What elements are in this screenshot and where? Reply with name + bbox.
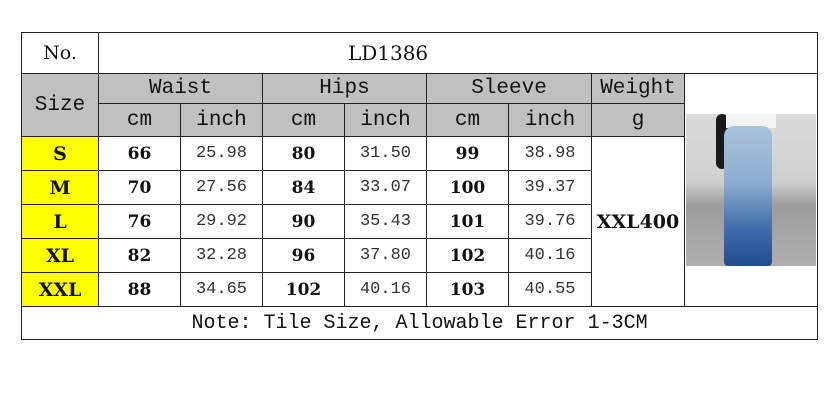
no-label: No.	[21, 32, 99, 74]
sleeve-cm: 102	[426, 238, 509, 273]
sleeve-inch: 39.37	[508, 170, 592, 205]
sleeve-inch: 40.16	[508, 238, 592, 273]
waist-inch-header: inch	[180, 103, 263, 137]
size-cell: M	[21, 170, 99, 205]
weight-g-header: g	[591, 103, 685, 137]
size-chart-table: No. LD1386 Size Waist Hips Sleeve Weight…	[20, 32, 819, 340]
hips-cm-header: cm	[262, 103, 345, 137]
table-row: XL 82 32.28 96 37.80 102 40.16	[21, 238, 818, 273]
hips-inch-header: inch	[344, 103, 427, 137]
hips-inch: 31.50	[344, 136, 427, 171]
waist-header: Waist	[98, 73, 263, 104]
waist-cm-header: cm	[98, 103, 181, 137]
waist-cm: 88	[98, 272, 181, 307]
sleeve-cm-header: cm	[426, 103, 509, 137]
hips-cm: 84	[262, 170, 345, 205]
waist-cm: 70	[98, 170, 181, 205]
hips-cm: 90	[262, 204, 345, 239]
sleeve-header: Sleeve	[426, 73, 592, 104]
sleeve-inch: 39.76	[508, 204, 592, 239]
sleeve-inch: 38.98	[508, 136, 592, 171]
waist-inch: 32.28	[180, 238, 263, 273]
product-photo	[686, 114, 817, 266]
hips-cm: 102	[262, 272, 345, 307]
sleeve-inch: 40.55	[508, 272, 592, 307]
waist-cm: 82	[98, 238, 181, 273]
hips-header: Hips	[262, 73, 427, 104]
hips-inch: 37.80	[344, 238, 427, 273]
waist-inch: 25.98	[180, 136, 263, 171]
sleeve-cm: 103	[426, 272, 509, 307]
sleeve-inch-header: inch	[508, 103, 592, 137]
size-cell: S	[21, 136, 99, 171]
sleeve-cm: 100	[426, 170, 509, 205]
waist-cm: 66	[98, 136, 181, 171]
hips-inch: 40.16	[344, 272, 427, 307]
size-header: Size	[21, 73, 99, 137]
hips-inch: 35.43	[344, 204, 427, 239]
waist-cm: 76	[98, 204, 181, 239]
sleeve-cm: 99	[426, 136, 509, 171]
weight-value: XXL400	[591, 136, 685, 307]
hips-cm: 96	[262, 238, 345, 273]
weight-header: Weight	[591, 73, 685, 104]
product-image-cell	[683, 73, 819, 307]
hips-cm: 80	[262, 136, 345, 171]
model-number: LD1386	[97, 32, 819, 74]
table-row: M 70 27.56 84 33.07 100 39.37	[21, 170, 818, 205]
sleeve-cm: 101	[426, 204, 509, 239]
table-row: L 76 29.92 90 35.43 101 39.76	[21, 204, 818, 239]
waist-inch: 29.92	[180, 204, 263, 239]
hips-inch: 33.07	[344, 170, 427, 205]
size-cell: XXL	[21, 272, 99, 307]
table-row: S 66 25.98 80 31.50 99 38.98 XXL400	[21, 136, 818, 307]
note-text: Note: Tile Size, Allowable Error 1-3CM	[20, 306, 819, 340]
size-cell: XL	[21, 238, 99, 273]
waist-inch: 34.65	[180, 272, 263, 307]
waist-inch: 27.56	[180, 170, 263, 205]
size-cell: L	[21, 204, 99, 239]
table-row: XXL 88 34.65 102 40.16 103 40.55	[21, 272, 818, 307]
